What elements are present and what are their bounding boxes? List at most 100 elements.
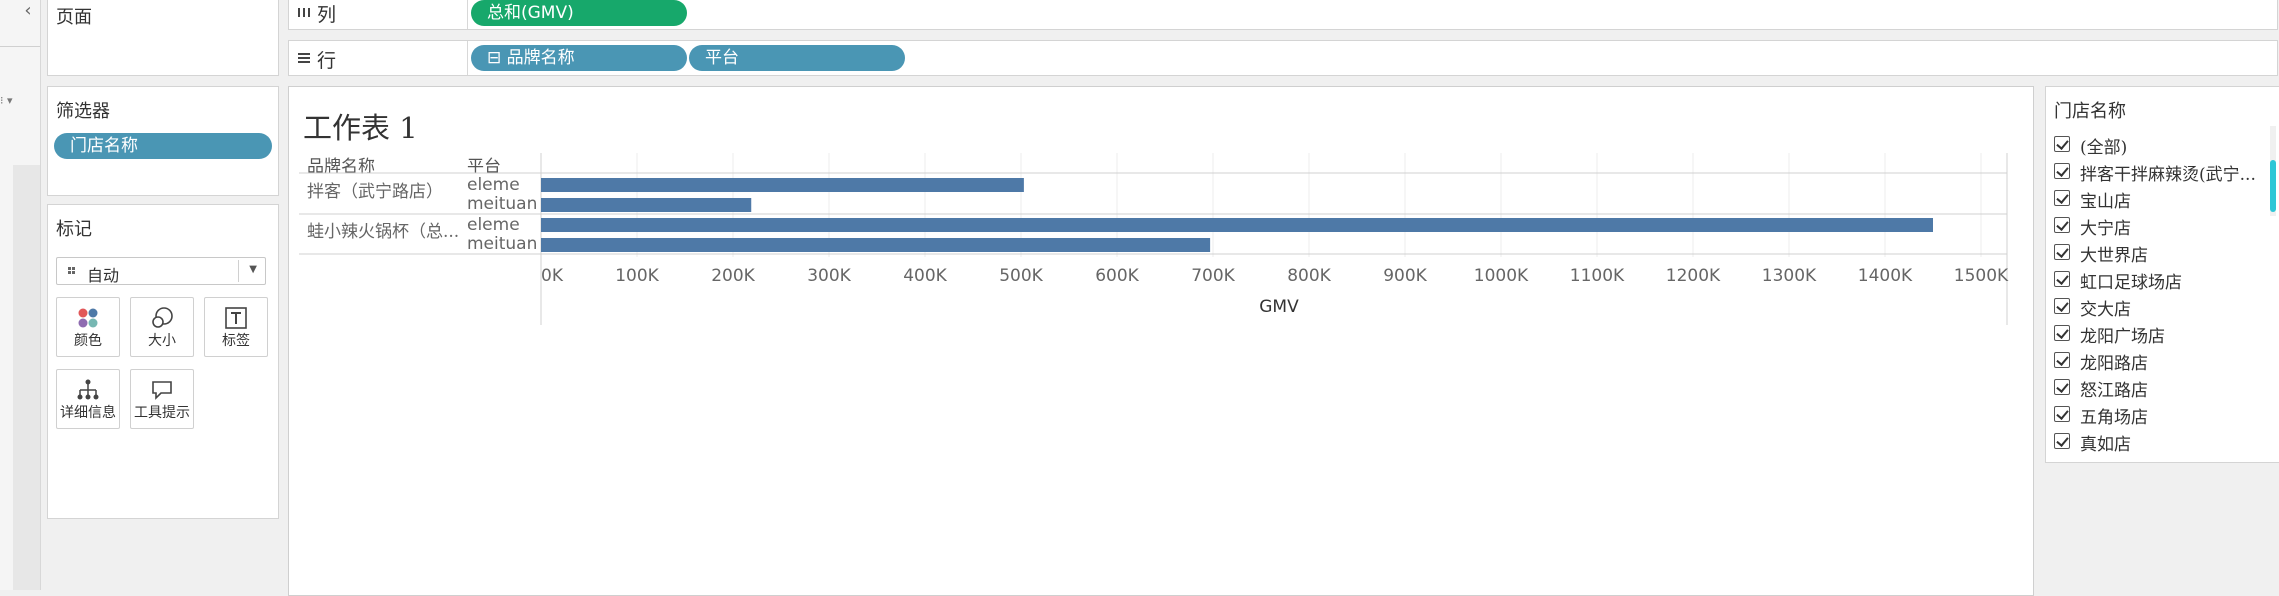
store-filter-option-label: 大宁店: [2080, 219, 2131, 239]
pages-panel: 页面: [47, 0, 279, 76]
marks-label-label: 标签: [222, 333, 250, 349]
bar: [541, 198, 752, 212]
x-tick-label: 0K: [541, 266, 564, 286]
store-filter-option[interactable]: 宝山店: [2054, 187, 2269, 212]
row-platform-label: meituan: [467, 234, 538, 254]
store-filter-card: 门店名称 (全部) 拌客干拌麻辣烫(武宁... 宝山店大宁店大世界店虹口足球场店 交大…: [2045, 86, 2279, 463]
legend-scrollbar-thumb[interactable]: [2270, 160, 2276, 212]
checkbox-checked-icon[interactable]: [2054, 406, 2070, 422]
store-filter-title: 门店名称: [2054, 101, 2126, 122]
checkbox-checked-icon[interactable]: [2054, 244, 2070, 260]
checkbox-checked-icon[interactable]: [2054, 298, 2070, 314]
store-filter-option[interactable]: 大宁店: [2054, 214, 2269, 239]
store-filter-option[interactable]: 大世界店: [2054, 241, 2269, 266]
marks-title: 标记: [56, 219, 92, 240]
marks-tooltip-label: 工具提示: [134, 405, 190, 421]
checkbox-checked-icon[interactable]: [2054, 325, 2070, 341]
row-platform-label: eleme: [467, 175, 520, 195]
store-filter-option-label: 怒江路店: [2080, 381, 2148, 401]
store-filter-option-label: 龙阳路店: [2080, 354, 2148, 374]
x-axis-title: GMV: [1259, 297, 1299, 317]
detail-tree-icon: [77, 379, 99, 400]
bar: [541, 178, 1024, 192]
checkbox-checked-icon[interactable]: [2054, 379, 2070, 395]
x-tick-label: 1000K: [1474, 266, 1529, 286]
marks-type-dropdown[interactable]: 自动 ▼: [56, 257, 266, 285]
columns-icon: [298, 8, 310, 17]
x-tick-label: 400K: [903, 266, 947, 286]
store-filter-option[interactable]: 拌客干拌麻辣烫(武宁...: [2054, 160, 2269, 185]
marks-size-label: 大小: [148, 333, 176, 349]
bar: [541, 238, 1211, 252]
rows-shelf-label: 行: [317, 50, 337, 72]
header-brand: 品牌名称: [307, 157, 375, 177]
store-filter-option[interactable]: 虹口足球场店: [2054, 268, 2269, 293]
marks-tooltip-button[interactable]: 工具提示: [130, 369, 194, 429]
pill-brand-name[interactable]: ⊟ 品牌名称: [471, 45, 687, 71]
x-tick-label: 800K: [1287, 266, 1331, 286]
store-filter-option[interactable]: 交大店: [2054, 295, 2269, 320]
filter-pill-store-name[interactable]: 门店名称: [54, 133, 272, 159]
header-platform: 平台: [467, 157, 501, 177]
marks-type-value: 自动: [87, 266, 120, 285]
store-filter-option-label: 交大店: [2080, 300, 2131, 320]
x-tick-label: 1400K: [1858, 266, 1913, 286]
collapse-panel-button[interactable]: ‹: [24, 0, 32, 21]
row-brand-label: 拌客（武宁路店）: [307, 182, 443, 202]
checkbox-checked-icon[interactable]: [2054, 136, 2070, 152]
x-tick-label: 700K: [1191, 266, 1235, 286]
x-tick-label: 1200K: [1666, 266, 1721, 286]
checkbox-checked-icon[interactable]: [2054, 433, 2070, 449]
store-filter-option-label: 五角场店: [2080, 408, 2148, 428]
x-tick-label: 100K: [615, 266, 659, 286]
columns-shelf: 列 总和(GMV): [288, 0, 2278, 30]
pill-sum-gmv[interactable]: 总和(GMV): [471, 0, 687, 26]
color-dots-icon: [78, 308, 98, 328]
store-filter-option-label: 虹口足球场店: [2080, 273, 2182, 293]
filters-title: 筛选器: [56, 101, 110, 122]
left-collapsed-strip: [0, 0, 41, 590]
x-tick-label: 600K: [1095, 266, 1139, 286]
store-filter-option[interactable]: 真如店: [2054, 430, 2269, 455]
x-tick-label: 300K: [807, 266, 851, 286]
store-filter-option[interactable]: (全部): [2054, 133, 2269, 158]
x-tick-label: 900K: [1383, 266, 1427, 286]
x-tick-label: 1100K: [1570, 266, 1625, 286]
store-filter-option-label: 大世界店: [2080, 246, 2148, 266]
store-filter-option[interactable]: 龙阳广场店: [2054, 322, 2269, 347]
mark-type-icon: [68, 267, 75, 274]
x-tick-label: 1300K: [1762, 266, 1817, 286]
marks-color-label: 颜色: [74, 333, 102, 349]
store-filter-option-label: (全部): [2080, 138, 2128, 158]
marks-label-button[interactable]: 标签: [204, 297, 268, 357]
checkbox-checked-icon[interactable]: [2054, 163, 2070, 179]
checkbox-checked-icon[interactable]: [2054, 217, 2070, 233]
marks-detail-label: 详细信息: [60, 405, 116, 421]
store-filter-option[interactable]: 五角场店: [2054, 403, 2269, 428]
gmv-bar-chart: 0K 100K 200K 300K 400K 500K 600K 700K 800K 900K 10…: [299, 153, 2009, 325]
marks-color-button[interactable]: 颜色: [56, 297, 120, 357]
x-tick-label: 200K: [711, 266, 755, 286]
marks-size-button[interactable]: 大小: [130, 297, 194, 357]
strip-menu-icon[interactable]: ⁝ ▾: [0, 94, 13, 107]
columns-shelf-label: 列: [317, 4, 337, 26]
store-filter-option-label: 龙阳广场店: [2080, 327, 2165, 347]
checkbox-checked-icon[interactable]: [2054, 271, 2070, 287]
pill-platform[interactable]: 平台: [689, 45, 905, 71]
worksheet: 工作表 1 品牌名称 平台 拌客（武宁路店） eleme meituan 蛙小辣…: [288, 86, 2034, 596]
sheet-title: 工作表 1: [303, 111, 418, 145]
checkbox-checked-icon[interactable]: [2054, 190, 2070, 206]
row-platform-label: eleme: [467, 215, 520, 235]
chevron-down-icon: ▼: [249, 264, 257, 275]
bar: [541, 218, 1933, 232]
store-filter-option[interactable]: 怒江路店: [2054, 376, 2269, 401]
store-filter-option-label: 拌客干拌麻辣烫(武宁...: [2080, 165, 2256, 185]
pages-title: 页面: [56, 7, 92, 28]
left-strip-divider: [0, 46, 40, 47]
tooltip-bubble-icon: [152, 381, 172, 400]
store-filter-option-label: 宝山店: [2080, 192, 2131, 212]
x-tick-label: 1500K: [1954, 266, 2009, 286]
checkbox-checked-icon[interactable]: [2054, 352, 2070, 368]
store-filter-option[interactable]: 龙阳路店: [2054, 349, 2269, 374]
marks-detail-button[interactable]: 详细信息: [56, 369, 120, 429]
